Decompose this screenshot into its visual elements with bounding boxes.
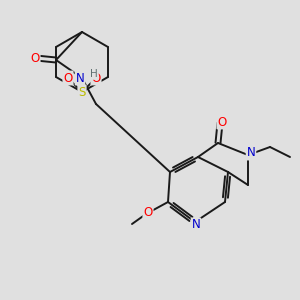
Text: O: O: [30, 52, 40, 64]
Text: O: O: [218, 116, 226, 128]
Text: S: S: [78, 85, 86, 98]
Text: N: N: [247, 146, 255, 160]
Text: N: N: [192, 218, 200, 232]
Text: O: O: [63, 71, 73, 85]
Text: H: H: [90, 69, 98, 79]
Text: N: N: [76, 71, 84, 85]
Text: O: O: [92, 71, 100, 85]
Text: O: O: [143, 206, 153, 218]
